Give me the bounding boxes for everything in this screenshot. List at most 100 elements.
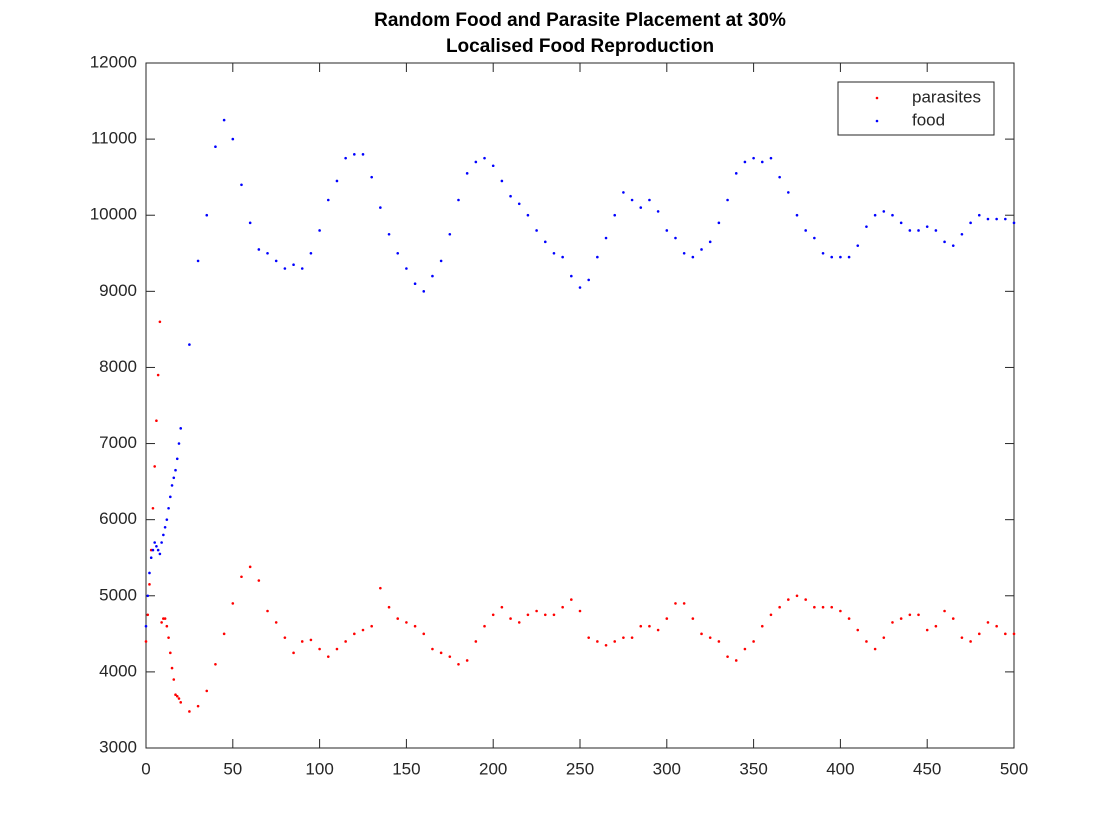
data-point	[158, 320, 162, 324]
data-point	[778, 605, 781, 609]
data-point	[856, 244, 860, 247]
data-point	[156, 548, 160, 552]
data-point	[240, 183, 243, 187]
data-point	[491, 164, 495, 168]
data-point	[873, 213, 877, 217]
data-point	[162, 533, 165, 537]
data-point	[205, 213, 209, 217]
data-point	[873, 647, 877, 651]
data-point	[160, 621, 163, 624]
data-point	[231, 137, 235, 141]
data-point	[292, 263, 295, 266]
data-point	[708, 240, 712, 244]
y-tick-label: 11000	[91, 129, 137, 148]
data-point	[439, 651, 443, 655]
x-tick-label: 350	[739, 759, 767, 778]
data-point	[292, 651, 295, 655]
data-point	[830, 605, 834, 609]
data-point	[158, 552, 162, 556]
data-point	[274, 621, 278, 624]
data-point	[335, 647, 339, 651]
data-point	[146, 594, 150, 598]
data-point	[596, 640, 599, 643]
data-point	[1012, 221, 1016, 225]
data-point	[318, 229, 321, 232]
data-point	[483, 624, 486, 628]
data-point	[509, 194, 512, 198]
legend-label: parasites	[912, 87, 981, 106]
x-tick-label: 100	[305, 759, 333, 778]
data-point	[717, 221, 721, 225]
data-point	[179, 701, 183, 704]
data-point	[821, 605, 825, 609]
data-point	[431, 647, 434, 651]
data-point	[752, 156, 755, 160]
data-point	[977, 632, 981, 636]
data-point	[639, 206, 643, 209]
data-point	[587, 636, 590, 639]
data-point	[165, 624, 169, 628]
data-point	[526, 613, 530, 617]
data-point	[148, 571, 151, 575]
data-point	[613, 213, 617, 217]
data-point	[169, 495, 172, 499]
data-point	[188, 710, 191, 713]
data-point	[153, 541, 156, 544]
data-point	[214, 145, 217, 149]
data-point	[175, 457, 179, 461]
data-point	[335, 179, 339, 183]
data-point	[899, 617, 903, 620]
data-point	[257, 248, 261, 251]
data-point	[196, 259, 200, 263]
data-point	[630, 636, 634, 639]
data-point	[170, 666, 174, 670]
data-point	[622, 636, 625, 639]
legend-label: food	[912, 110, 945, 129]
data-point	[839, 609, 842, 613]
y-tick-label: 12000	[90, 52, 137, 71]
data-point	[153, 465, 156, 468]
data-point	[431, 274, 434, 278]
data-point	[813, 605, 816, 609]
data-point	[691, 255, 695, 259]
data-point	[144, 624, 148, 628]
data-point	[174, 693, 177, 697]
data-point	[804, 229, 807, 232]
data-point	[795, 594, 799, 598]
data-point	[172, 678, 176, 681]
data-point	[413, 282, 417, 286]
data-point	[177, 442, 181, 445]
data-point	[353, 632, 356, 636]
data-point	[986, 621, 990, 624]
data-point	[283, 636, 287, 639]
data-point	[149, 556, 153, 560]
data-point	[778, 175, 781, 179]
data-point	[943, 240, 946, 244]
data-point	[648, 198, 651, 202]
data-point	[318, 647, 321, 651]
data-point	[309, 251, 313, 255]
data-point	[300, 640, 304, 643]
data-point	[656, 210, 660, 213]
chart-title: Random Food and Parasite Placement at 30…	[374, 10, 786, 31]
data-point	[535, 609, 538, 613]
data-point	[160, 541, 163, 544]
data-point	[283, 267, 287, 270]
data-point	[517, 621, 521, 624]
data-point	[752, 640, 755, 643]
data-point	[526, 213, 530, 217]
data-point	[222, 632, 226, 636]
data-point	[743, 647, 747, 651]
y-tick-label: 3000	[99, 737, 137, 756]
data-point	[700, 632, 703, 636]
data-point	[960, 636, 964, 639]
data-point	[535, 229, 538, 232]
data-point	[205, 689, 209, 693]
data-point	[717, 640, 721, 643]
data-point	[691, 617, 695, 620]
data-point	[155, 419, 158, 423]
data-point	[830, 255, 834, 259]
data-point	[734, 172, 738, 175]
